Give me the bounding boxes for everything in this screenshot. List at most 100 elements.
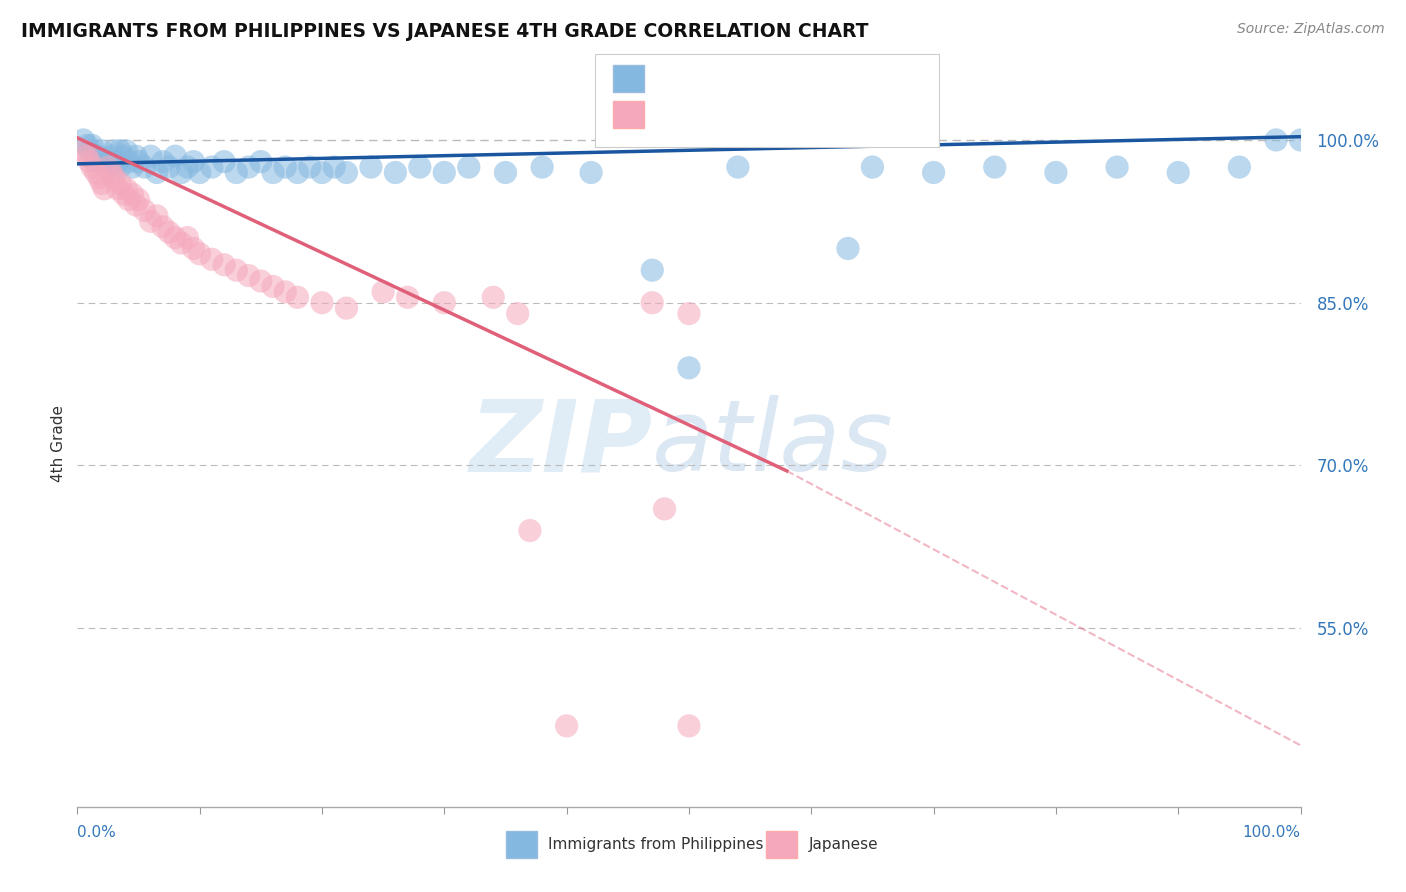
Point	[1045, 165, 1067, 179]
Point	[79, 144, 101, 158]
Point	[97, 160, 120, 174]
Point	[678, 360, 700, 375]
Point	[678, 307, 700, 321]
Point	[139, 149, 162, 163]
Point	[80, 138, 103, 153]
Point	[225, 165, 247, 179]
Point	[335, 165, 357, 179]
Text: R =: R =	[655, 69, 686, 87]
Text: 100.0%: 100.0%	[1243, 825, 1301, 840]
Point	[262, 279, 284, 293]
Point	[72, 144, 94, 158]
Point	[250, 154, 273, 169]
Point	[108, 160, 131, 174]
Point	[641, 295, 664, 310]
Point	[89, 149, 111, 163]
Text: Immigrants from Philippines: Immigrants from Philippines	[548, 838, 763, 852]
Point	[115, 182, 138, 196]
Point	[100, 157, 122, 171]
Text: R =: R =	[655, 104, 686, 122]
Point	[107, 154, 129, 169]
Point	[183, 154, 205, 169]
Point	[72, 133, 94, 147]
Point	[396, 290, 419, 304]
Point	[152, 154, 174, 169]
Point	[201, 160, 224, 174]
Point	[90, 177, 112, 191]
Point	[188, 165, 211, 179]
Point	[409, 160, 432, 174]
Point	[165, 149, 187, 163]
Point	[287, 165, 309, 179]
Point	[506, 307, 529, 321]
Point	[238, 268, 260, 283]
Point	[103, 144, 125, 158]
Point	[1265, 133, 1288, 147]
Point	[79, 154, 101, 169]
Point	[531, 160, 554, 174]
Point	[89, 170, 111, 185]
Point	[238, 160, 260, 174]
Point	[90, 144, 112, 158]
Point	[84, 165, 107, 179]
Point	[152, 219, 174, 234]
Point	[1229, 160, 1251, 174]
Point	[519, 524, 541, 538]
Point	[678, 719, 700, 733]
Point	[555, 719, 578, 733]
Point	[125, 198, 148, 212]
Text: ZIP: ZIP	[470, 395, 652, 492]
Point	[495, 165, 517, 179]
Point	[183, 242, 205, 256]
Point	[84, 154, 107, 169]
Point	[127, 154, 149, 169]
Point	[250, 274, 273, 288]
Point	[984, 160, 1007, 174]
Point	[146, 209, 169, 223]
Point	[482, 290, 505, 304]
Point	[188, 247, 211, 261]
Point	[225, 263, 247, 277]
Point	[108, 177, 131, 191]
Point	[262, 165, 284, 179]
Point	[654, 501, 676, 516]
Point	[311, 295, 333, 310]
Point	[108, 144, 131, 158]
Text: IMMIGRANTS FROM PHILIPPINES VS JAPANESE 4TH GRADE CORRELATION CHART: IMMIGRANTS FROM PHILIPPINES VS JAPANESE …	[21, 22, 869, 41]
Point	[107, 182, 129, 196]
Point	[862, 160, 884, 174]
Point	[127, 193, 149, 207]
Point	[371, 285, 394, 299]
Point	[146, 165, 169, 179]
Point	[176, 230, 198, 244]
Point	[97, 160, 120, 174]
Point	[93, 182, 115, 196]
Point	[287, 290, 309, 304]
Point	[335, 301, 357, 315]
Point	[579, 165, 602, 179]
Text: 0.193  N = 64: 0.193 N = 64	[704, 69, 831, 87]
Point	[121, 187, 143, 202]
Point	[922, 165, 945, 179]
Text: 0.0%: 0.0%	[77, 825, 117, 840]
Point	[134, 160, 156, 174]
Point	[157, 225, 180, 239]
Point	[134, 203, 156, 218]
Point	[76, 149, 98, 163]
Point	[837, 242, 859, 256]
Point	[457, 160, 479, 174]
Point	[212, 258, 235, 272]
Point	[311, 165, 333, 179]
Point	[170, 165, 193, 179]
Point	[118, 193, 141, 207]
Point	[103, 170, 125, 185]
Point	[1107, 160, 1129, 174]
Point	[93, 154, 115, 169]
Point	[298, 160, 321, 174]
Point	[76, 138, 98, 153]
Text: Japanese: Japanese	[808, 838, 879, 852]
Point	[727, 160, 749, 174]
Point	[433, 165, 456, 179]
Point	[274, 285, 297, 299]
Point	[176, 160, 198, 174]
